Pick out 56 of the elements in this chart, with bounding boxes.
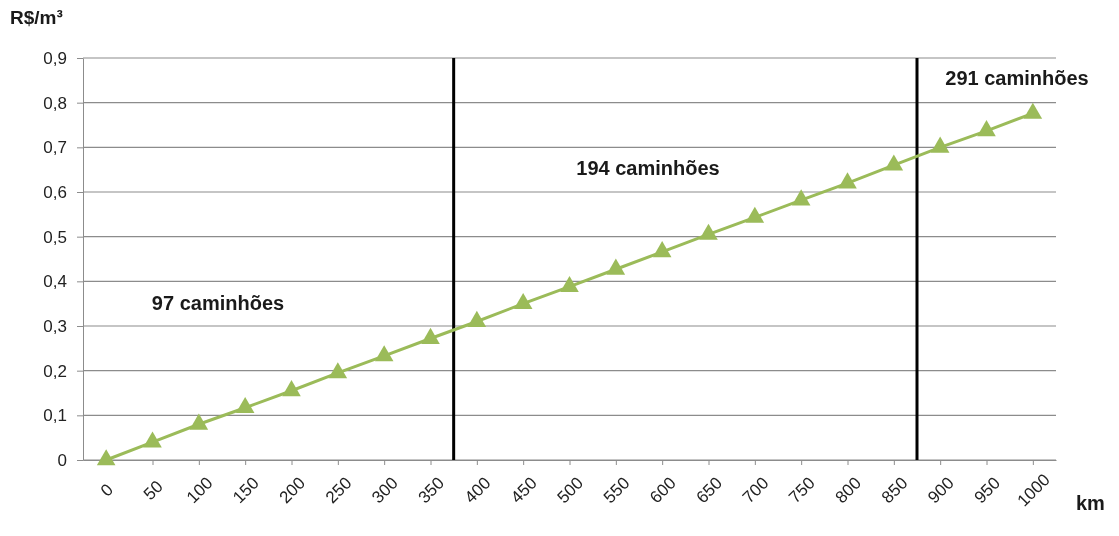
point <box>143 431 162 448</box>
annotation: 97 caminhões <box>151 292 285 315</box>
y-tick-label: 0,5 <box>43 227 67 247</box>
y-tick-label: 0,8 <box>43 93 67 113</box>
x-tick-label: 200 <box>275 473 310 508</box>
point <box>977 120 996 137</box>
x-tick-label: 300 <box>368 473 402 508</box>
point <box>96 449 116 466</box>
point <box>328 362 348 379</box>
x-tick-label: 50 <box>139 476 167 504</box>
point <box>652 241 672 258</box>
x-tick-label: 950 <box>970 473 1005 508</box>
x-tick-label: 250 <box>321 473 356 508</box>
point <box>467 310 487 327</box>
point <box>699 223 718 240</box>
x-tick-label: 850 <box>877 473 912 508</box>
y-tick-label: 0,4 <box>43 272 67 292</box>
x-tick-label: 650 <box>692 473 727 508</box>
point <box>189 413 209 430</box>
y-tick-label: 0 <box>57 450 67 470</box>
x-tick-label: 400 <box>460 473 495 508</box>
point <box>374 345 394 362</box>
x-tick-label: 900 <box>924 473 958 508</box>
y-tick-label: 0,6 <box>43 182 67 202</box>
x-tick-label: 0 <box>96 480 118 501</box>
x-tick-label: 150 <box>229 473 263 508</box>
annotation: 194 caminhões <box>576 157 720 180</box>
y-axis-title: R$/m³ <box>10 7 63 28</box>
annotation: 291 caminhões <box>945 67 1089 90</box>
point <box>235 396 255 414</box>
point <box>838 172 857 189</box>
point <box>606 258 626 275</box>
x-tick-label: 800 <box>831 473 866 508</box>
x-tick-label: 550 <box>599 473 634 508</box>
point <box>1023 102 1043 119</box>
y-tick-label: 0,7 <box>43 138 67 158</box>
x-axis-title: km <box>1076 492 1105 514</box>
y-tick-label: 0,9 <box>43 48 67 68</box>
x-tick-label: 100 <box>182 473 217 508</box>
point <box>513 292 533 310</box>
y-tick-label: 0,3 <box>43 316 67 336</box>
point <box>884 154 904 171</box>
x-tick-label: 700 <box>738 473 773 508</box>
point <box>745 206 765 223</box>
point <box>421 327 440 344</box>
point <box>791 189 811 206</box>
x-tick-label: 350 <box>414 473 449 508</box>
point <box>930 136 950 153</box>
point <box>560 275 579 293</box>
x-tick-label: 500 <box>553 473 588 508</box>
x-tick-label: 450 <box>507 473 541 508</box>
x-tick-label: 600 <box>646 473 680 508</box>
point <box>282 380 301 397</box>
x-tick-label: 750 <box>785 473 819 508</box>
y-tick-label: 0,2 <box>43 361 67 381</box>
y-tick-label: 0,1 <box>43 406 67 426</box>
